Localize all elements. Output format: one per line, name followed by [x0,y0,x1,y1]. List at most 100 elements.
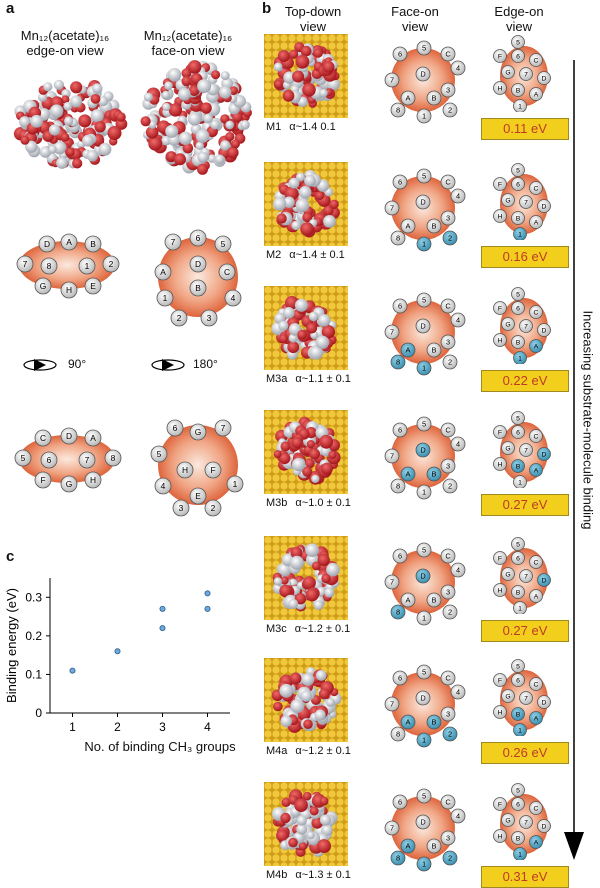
ligand-ball [400,466,416,482]
ligand-label: 2 [448,234,452,243]
atom [289,555,304,570]
atom [291,458,306,472]
ligand-ball [450,808,466,824]
face-on-molecule-render [136,58,256,178]
atom [288,837,298,848]
ligand-label: 4 [456,64,460,73]
y-tick-label: 0.2 [25,629,42,643]
atom [61,95,70,104]
ligand-ball [384,448,400,464]
atom [305,588,319,602]
ligand-ball [511,585,525,599]
ligand-label: 6 [398,426,402,435]
ligand-ball [442,102,458,118]
ligand-label: 6 [398,674,402,683]
ligand-ball [38,235,56,253]
atom [276,213,287,224]
ligand-ball [529,677,543,691]
ligand-label: 5 [422,172,426,181]
data-point [204,590,211,597]
ligand-ball [40,257,58,275]
ligand-label: 1 [422,614,426,623]
ligand-ball [392,46,408,62]
atom [296,815,307,826]
ligand-ball [415,814,431,830]
ligand-ball [156,289,174,307]
rotation-180-icon [148,355,188,375]
increasing-binding-arrow [560,60,588,860]
ligand-label: D [542,451,547,458]
atom [195,129,210,143]
ligand-label: A [406,94,411,103]
ligand-ball [529,801,543,815]
ligand-ball [501,193,515,207]
ligand-label: 3 [446,834,450,843]
atom [98,142,112,156]
atom [295,54,310,69]
ligand-ball [511,49,525,63]
atom [97,96,109,107]
ligand-ball [78,451,96,469]
ligand-label: A [406,842,411,851]
atom [280,812,291,824]
ligand-ball [493,797,507,811]
atom [211,70,221,80]
ligand-ball [450,562,466,578]
ligand-ball [519,691,533,705]
ligand-ball [529,589,543,603]
ligand-label: 2 [211,503,216,513]
ligand-label: C [534,559,539,566]
ligand-label: G [505,693,510,700]
ligand-label: B [90,239,96,249]
ligand-ball [84,429,102,447]
molecule-id: M3c [266,623,287,635]
ligand-label: G [505,69,510,76]
ligand-ball [60,475,78,493]
ligand-label: 7 [524,447,528,454]
ligand-label: 1 [422,112,426,121]
ligand-label: 5 [516,167,520,174]
ligand-ball [537,199,551,213]
atom [229,86,238,95]
ligand-label: C [534,805,539,812]
atom [197,151,209,163]
ligand-label: A [406,346,411,355]
atom [140,116,151,127]
ligand-label: 8 [396,608,400,617]
atom [282,89,295,102]
atom [64,116,74,126]
atom [220,71,230,81]
molecule-id: M1 [266,121,282,133]
ligand-ball [493,457,507,471]
atom [300,45,312,57]
ligand-label: C [534,433,539,440]
atom [174,153,186,166]
ligand-ball [384,200,400,216]
ligand-ball [493,551,507,565]
atom [300,222,314,236]
binding-energy-chart: 0 0.1 0.2 0.3 1 2 3 4 Binding energy (eV) [0,560,260,760]
atom [280,441,291,452]
ligand-label: 6 [196,233,201,243]
atom [315,191,325,201]
chart-y-label: Binding energy (eV) [4,588,19,703]
atom [195,141,204,150]
atom [319,434,334,449]
row-label: M3b α~1.0 ± 0.1 [266,497,351,509]
atom [318,688,330,700]
ligand-label: 7 [390,76,394,85]
ligand-label: D [66,431,72,441]
atom [306,322,318,334]
ligand-label: D [44,239,50,249]
ligand-label: 7 [524,71,528,78]
ligand-ball [511,707,525,721]
ligand-label: 6 [47,455,52,465]
atom [302,83,316,97]
ligand-label: 2 [448,854,452,863]
ligand-label: 5 [422,546,426,555]
molecule-id: M2 [266,249,282,261]
ligand-ball [493,583,507,597]
ligand-label: C [445,552,451,561]
